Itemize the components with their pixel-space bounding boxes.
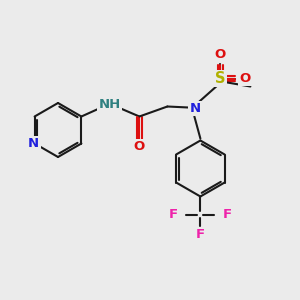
Text: NH: NH xyxy=(98,98,121,111)
Text: S: S xyxy=(215,71,226,86)
Text: F: F xyxy=(223,208,232,221)
Text: F: F xyxy=(196,228,205,241)
Text: O: O xyxy=(215,48,226,61)
Text: F: F xyxy=(169,208,178,221)
Text: N: N xyxy=(190,102,201,115)
Text: N: N xyxy=(28,137,39,150)
Text: O: O xyxy=(134,140,145,153)
Text: O: O xyxy=(240,72,251,85)
